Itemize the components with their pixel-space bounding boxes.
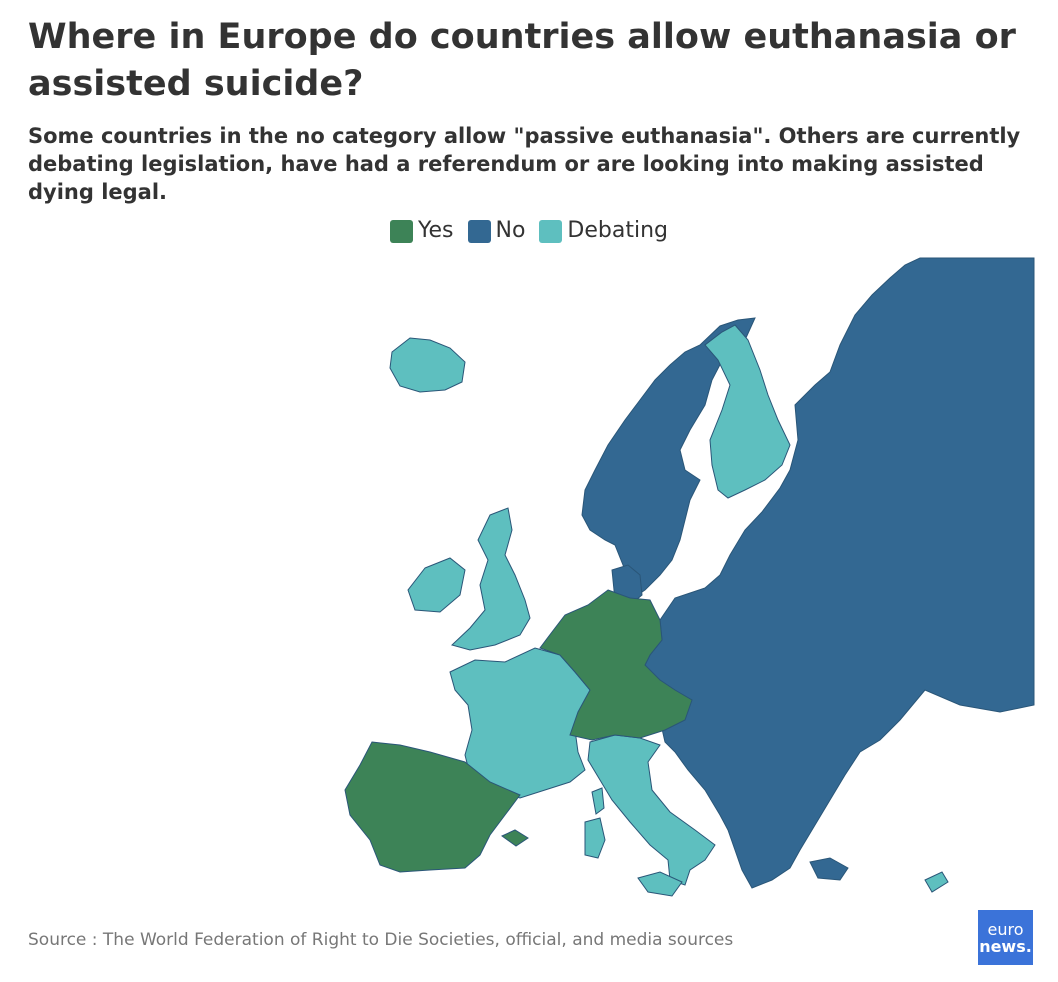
region-debating-uk[interactable]: [451, 507, 531, 651]
chart-title: Where in Europe do countries allow eutha…: [28, 17, 1016, 104]
region-debating-france[interactable]: [449, 647, 591, 799]
region-debating-finland[interactable]: [704, 324, 791, 499]
region-debating-ireland[interactable]: [407, 557, 466, 613]
region-debating-iceland[interactable]: [389, 337, 466, 393]
legend-swatch-no: [467, 219, 491, 243]
euronews-logo: euro news.: [978, 910, 1033, 965]
region-debating-corsica[interactable]: [591, 787, 605, 815]
legend-label-debating: Debating: [567, 218, 668, 243]
region-yes-iberia[interactable]: [344, 741, 521, 873]
region-debating-cyprus[interactable]: [924, 871, 949, 893]
logo-line-2: news.: [979, 936, 1032, 956]
legend-swatch-debating: [539, 219, 563, 243]
region-yes-central[interactable]: [539, 589, 693, 741]
legend-item-debating[interactable]: Debating: [539, 216, 668, 246]
chart-subtitle: Some countries in the no category allow …: [28, 124, 1021, 204]
logo-line-1: euro: [987, 919, 1024, 939]
region-yes-balearics[interactable]: [501, 829, 529, 847]
region-debating-italy[interactable]: [587, 734, 716, 886]
source-note: Source : The World Federation of Right t…: [28, 930, 734, 950]
region-no-greece-islands[interactable]: [809, 857, 849, 881]
legend-label-yes: Yes: [417, 218, 454, 243]
legend-item-yes[interactable]: Yes: [389, 216, 454, 246]
legend: Yes No Debating: [0, 216, 1058, 246]
region-debating-sardinia[interactable]: [584, 817, 606, 859]
region-debating-sicily[interactable]: [637, 871, 683, 897]
legend-label-no: No: [495, 218, 526, 243]
legend-swatch-yes: [389, 219, 413, 243]
legend-item-no[interactable]: No: [467, 216, 526, 246]
europe-map: [344, 257, 1035, 897]
